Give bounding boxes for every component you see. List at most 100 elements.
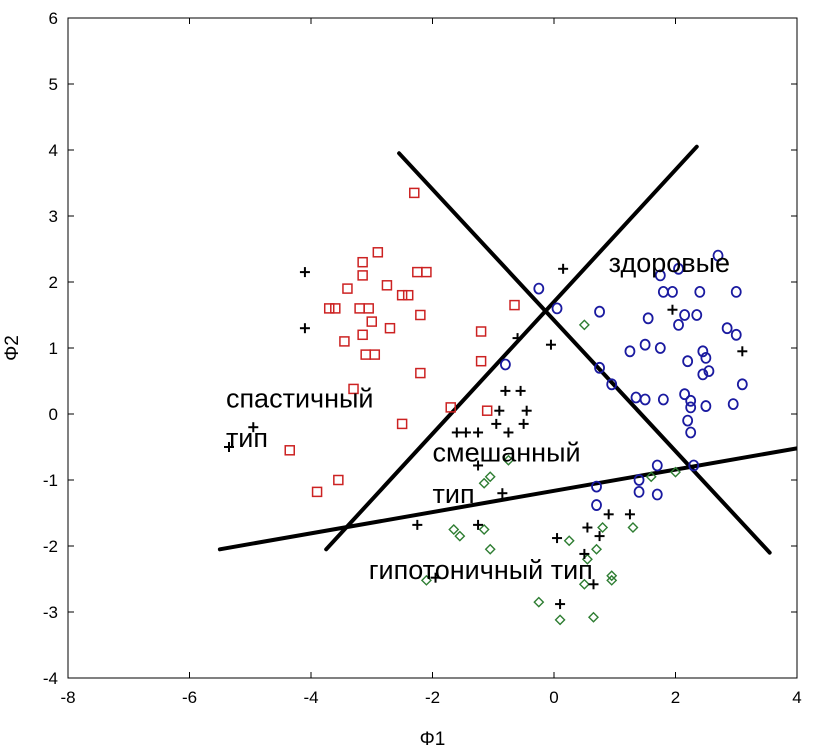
data-point-circle: [591, 480, 602, 493]
y-tick-label: 4: [49, 141, 58, 160]
x-tick-label: -8: [60, 688, 75, 707]
data-point-diamond: [606, 570, 618, 582]
data-point-diamond: [670, 466, 681, 478]
data-point-diamond: [578, 578, 590, 590]
data-point-circle: [682, 414, 694, 427]
data-point-circle: [694, 285, 706, 298]
data-point-plus: [512, 333, 523, 344]
data-point-square: [366, 316, 377, 327]
data-point-plus: [552, 533, 563, 544]
data-point-plus: [451, 427, 462, 438]
data-point-circle: [697, 345, 709, 358]
region-label: здоровые: [609, 248, 730, 278]
data-point-square: [509, 299, 520, 311]
data-point-circle: [712, 249, 724, 262]
data-point-diamond: [484, 471, 496, 483]
data-point-plus: [248, 422, 259, 433]
data-point-plus: [500, 385, 511, 396]
data-point-square: [339, 336, 350, 347]
data-point-circle: [624, 345, 636, 358]
plot-area: [67, 17, 798, 679]
data-point-plus: [494, 405, 505, 416]
data-point-square: [357, 329, 368, 341]
data-point-circle: [700, 351, 712, 364]
data-point-diamond: [554, 614, 566, 626]
data-point-diamond: [502, 454, 514, 466]
data-point-plus: [412, 519, 423, 530]
data-point-circle: [657, 393, 669, 406]
x-tick-label: -6: [182, 688, 197, 707]
x-tick-labels: -8 -6 -4 -2 0 2 4: [60, 688, 801, 707]
data-point-square: [333, 474, 344, 486]
data-point-circle: [642, 312, 654, 325]
y-tick-label: 5: [49, 75, 58, 94]
discriminant-boundary-line: [397, 151, 772, 555]
data-points: [223, 187, 748, 626]
data-point-diamond: [587, 611, 599, 623]
data-point-square: [421, 266, 432, 278]
axis-ticks: [67, 17, 798, 679]
data-point-square: [284, 445, 295, 456]
data-point-circle: [633, 485, 645, 498]
data-point-plus: [603, 509, 614, 520]
plot-frame: [67, 17, 798, 679]
boundary-lines: [217, 144, 797, 555]
data-point-square: [415, 367, 426, 379]
data-point-square: [402, 289, 414, 301]
data-point-circle: [591, 499, 602, 511]
data-point-diamond: [448, 524, 460, 535]
data-point-circle: [688, 459, 700, 472]
data-point-circle: [685, 426, 697, 439]
data-point-diamond: [478, 524, 490, 535]
data-point-diamond: [645, 471, 657, 483]
y-tick-label: 3: [49, 207, 58, 226]
data-point-square: [396, 418, 408, 430]
data-point-plus: [503, 427, 514, 438]
data-point-diamond: [597, 522, 609, 534]
data-point-plus: [555, 599, 566, 610]
y-tick-label: 0: [49, 405, 58, 424]
x-axis-title: Φ1: [420, 729, 446, 750]
data-point-square: [381, 280, 393, 291]
data-point-circle: [679, 388, 691, 401]
data-point-circle: [654, 342, 666, 354]
data-point-square: [363, 303, 374, 314]
data-point-plus: [473, 427, 484, 438]
region-labels: здоровые спастичный тип смешанный тип гипотон…: [226, 248, 730, 585]
data-point-square: [357, 270, 368, 281]
data-point-plus: [430, 572, 441, 583]
data-point-plus: [579, 548, 590, 559]
y-tick-label: 1: [49, 339, 58, 358]
data-point-circle: [551, 302, 563, 315]
y-tick-label: -4: [43, 669, 58, 688]
data-point-circle: [651, 488, 663, 501]
data-point-circle: [700, 400, 712, 412]
data-point-square: [357, 256, 368, 268]
data-point-square: [415, 309, 426, 321]
data-point-circle: [673, 262, 684, 275]
data-point-circle: [685, 401, 697, 414]
data-point-circle: [691, 309, 703, 321]
data-point-square: [342, 283, 353, 294]
data-point-square: [481, 405, 493, 416]
x-tick-label: -2: [425, 688, 440, 707]
data-point-plus: [299, 267, 310, 278]
data-point-circle: [697, 368, 709, 381]
data-point-diamond: [606, 574, 618, 586]
data-point-plus: [582, 522, 593, 533]
data-point-plus: [497, 488, 508, 499]
data-point-circle: [667, 285, 678, 298]
data-point-circle: [499, 358, 511, 371]
data-point-plus: [558, 263, 569, 274]
data-point-diamond: [478, 477, 490, 489]
discriminant-boundary-line: [324, 144, 699, 552]
x-tick-label: 4: [792, 688, 801, 707]
data-point-diamond: [563, 535, 575, 547]
data-point-plus: [521, 405, 532, 416]
discriminant-boundary-line: [217, 446, 797, 552]
y-tick-label: 6: [49, 9, 58, 28]
data-point-plus: [588, 579, 599, 590]
data-point-plus: [491, 418, 502, 429]
data-point-diamond: [454, 530, 466, 542]
